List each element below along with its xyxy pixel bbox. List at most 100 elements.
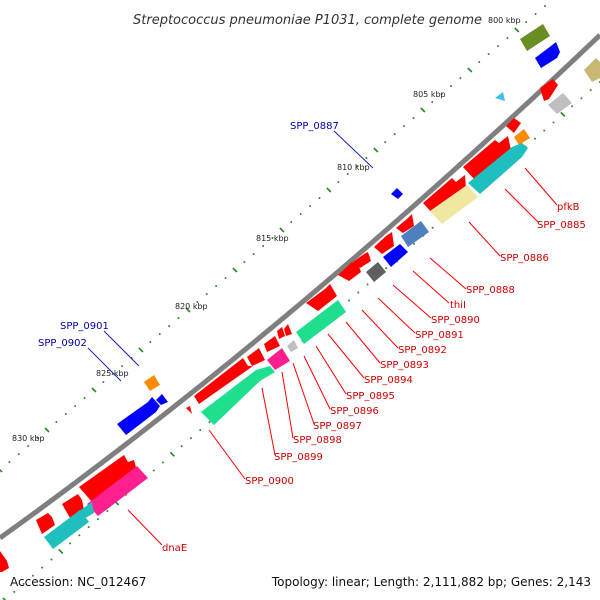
cog-magenta-spp0896[interactable] — [267, 348, 290, 370]
gene-spp0891-red[interactable] — [338, 262, 361, 281]
gene-label-spp0899[interactable]: SPP_0899 — [274, 452, 323, 463]
gene-spp0896-red[interactable] — [247, 348, 265, 366]
scale-label-825: 825 kbp — [96, 369, 129, 378]
scale-labels: 800 kbp 805 kbp 810 kbp 815 kbp 820 kbp … — [12, 16, 521, 443]
gene-label-dnae[interactable]: dnaE — [162, 543, 187, 554]
scale-dot — [17, 453, 20, 455]
scale-dot — [299, 213, 302, 215]
scale-dot — [69, 542, 72, 545]
gene-spp0895-red[interactable] — [264, 336, 280, 352]
cog-blue-thii[interactable] — [383, 244, 408, 267]
gene-label-pfkb[interactable]: pfkB — [557, 202, 580, 213]
scale-dot — [196, 301, 199, 303]
scale-tick — [514, 27, 520, 33]
scale-dot — [366, 283, 369, 286]
gene-label-spp0885[interactable]: SPP_0885 — [537, 220, 586, 231]
gene-label-spp0890[interactable]: SPP_0890 — [431, 315, 480, 326]
gene-spp0887-blue[interactable] — [391, 188, 403, 199]
cog-green-spp0899[interactable] — [201, 366, 275, 425]
cog-magenta-dnae[interactable] — [87, 466, 148, 516]
scale-tick — [373, 147, 379, 153]
scale-dot — [290, 221, 293, 223]
scale-dot — [534, 13, 537, 15]
scale-dot — [74, 405, 77, 407]
scale-dot — [162, 461, 165, 464]
gene-spp0892-red[interactable] — [306, 284, 337, 311]
scale-dot — [346, 173, 349, 175]
gene-label-spp0900[interactable]: SPP_0900 — [245, 476, 294, 487]
gene-label-spp0892[interactable]: SPP_0892 — [398, 345, 447, 356]
scale-label-810: 810 kbp — [337, 163, 370, 172]
scale-dot — [318, 197, 321, 199]
gene-olive-top[interactable] — [520, 24, 550, 51]
gene-spp0897-red[interactable] — [194, 358, 253, 404]
connector-spp0885 — [504, 188, 539, 223]
cog-silver-right[interactable] — [548, 93, 572, 114]
gene-spp0894-red[interactable] — [277, 327, 285, 339]
gene-top-right-red[interactable] — [540, 79, 558, 101]
scale-tick — [138, 347, 144, 353]
gene-label-spp0895[interactable]: SPP_0895 — [346, 391, 395, 402]
gene-edge-red[interactable] — [0, 551, 9, 572]
scale-dot — [168, 325, 171, 327]
connector-spp0888 — [429, 257, 467, 290]
connector-spp0893 — [345, 321, 381, 364]
scale-tick — [326, 187, 332, 193]
scale-dot — [8, 461, 11, 463]
connector-spp0890 — [392, 284, 432, 319]
gene-label-spp0902[interactable]: SPP_0902 — [38, 338, 87, 349]
scale-dot — [580, 97, 583, 100]
gene-label-spp0886[interactable]: SPP_0886 — [500, 253, 549, 264]
scale-dot — [102, 381, 105, 383]
gene-label-spp0897[interactable]: SPP_0897 — [313, 421, 362, 432]
gene-spp0893-red[interactable] — [284, 324, 292, 336]
gene-label-spp0888[interactable]: SPP_0888 — [466, 285, 515, 296]
scale-dot — [478, 61, 481, 63]
gene-spp0883-lightblue[interactable] — [495, 92, 505, 101]
gene-label-spp0901[interactable]: SPP_0901 — [60, 321, 109, 332]
cog-khaki-right[interactable] — [584, 58, 600, 82]
cog-steel-spp0888[interactable] — [401, 221, 429, 247]
gene-dnae-red-a[interactable] — [36, 513, 55, 534]
scale-tick — [420, 107, 426, 113]
gene-spp0901-orange[interactable] — [144, 375, 160, 391]
scale-dot — [87, 526, 90, 529]
connector-spp0897 — [292, 362, 315, 425]
summary-text: Topology: linear; Length: 2,111,882 bp; … — [271, 575, 591, 589]
gene-spp0888-red[interactable] — [396, 214, 414, 233]
scale-tick — [232, 267, 238, 273]
cog-silver-spp0893[interactable] — [287, 340, 298, 352]
gene-label-thii[interactable]: thiI — [450, 300, 466, 311]
gene-thii-red[interactable] — [374, 232, 394, 254]
gene-spp0885-red[interactable] — [463, 136, 511, 180]
scale-dot — [252, 253, 255, 255]
gene-spp0901-fwd-red[interactable] — [79, 455, 137, 502]
scale-dot — [356, 165, 359, 167]
scale-dot — [13, 590, 16, 593]
cog-khaki-spp0886[interactable] — [430, 185, 478, 224]
cog-orange-pfkb[interactable] — [514, 129, 530, 145]
cog-cyan-spp0885[interactable] — [468, 143, 528, 194]
gene-spp0902-blue[interactable] — [117, 397, 160, 435]
gene-label-spp0898[interactable]: SPP_0898 — [293, 435, 342, 446]
gene-small-blue-top[interactable] — [156, 394, 168, 405]
genome-backbone — [0, 33, 600, 541]
gene-label-spp0893[interactable]: SPP_0893 — [380, 360, 429, 371]
cog-cyan-dnae-a[interactable] — [44, 510, 89, 549]
gene-spp0900-red[interactable] — [186, 406, 192, 414]
gene-pfkb-red[interactable] — [506, 118, 521, 133]
scale-dot — [385, 267, 388, 270]
scale-dot — [158, 333, 161, 335]
gene-label-spp0887[interactable]: SPP_0887 — [290, 121, 339, 132]
gene-label-spp0894[interactable]: SPP_0894 — [364, 375, 413, 386]
scale-label-805: 805 kbp — [413, 90, 446, 99]
cog-gray-spp0890[interactable] — [366, 262, 386, 282]
cog-green-spp0892[interactable] — [296, 300, 346, 344]
gene-spp0886-red[interactable] — [423, 175, 466, 215]
gene-spp0884-blue[interactable] — [535, 42, 560, 68]
gene-label-spp0896[interactable]: SPP_0896 — [330, 406, 379, 417]
scale-dot — [357, 291, 360, 294]
cog-cyan-dnae-b[interactable] — [78, 502, 94, 520]
gene-label-spp0891[interactable]: SPP_0891 — [415, 330, 464, 341]
connector-spp0902 — [87, 347, 122, 382]
